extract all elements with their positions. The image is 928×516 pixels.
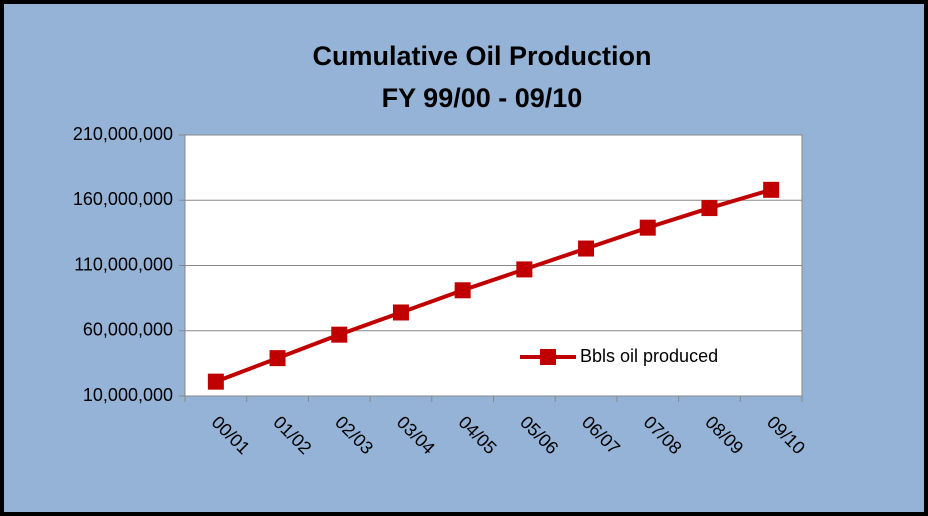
point-marker (331, 326, 348, 343)
series-line (215, 187, 772, 384)
point-marker (516, 261, 533, 278)
point-marker (578, 240, 595, 257)
y-tick-label: 110,000,000 (74, 254, 173, 274)
y-tick-label: 60,000,000 (83, 320, 173, 340)
y-tick-label: 160,000,000 (73, 189, 173, 209)
y-tick-label: 210,000,000 (73, 124, 173, 144)
chart-subtitle: FY 99/00 - 09/10 (382, 83, 583, 113)
point-marker (392, 304, 409, 321)
chart-title: Cumulative Oil Production (312, 41, 651, 71)
point-marker (269, 350, 286, 367)
legend-label: Bbls oil produced (580, 346, 718, 366)
point-marker (763, 181, 780, 198)
legend-marker (540, 349, 556, 365)
point-marker (701, 200, 718, 217)
point-marker (207, 373, 224, 390)
point-marker (454, 282, 471, 299)
y-tick-label: 10,000,000 (83, 385, 173, 405)
point-marker (639, 219, 656, 236)
